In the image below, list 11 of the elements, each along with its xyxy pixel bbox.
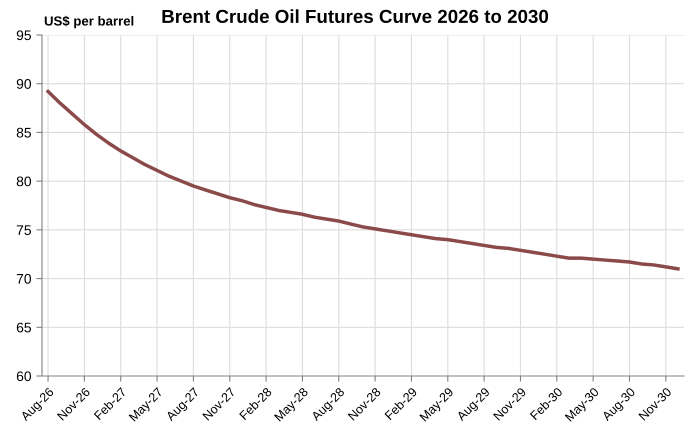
y-axis-title: US$ per barrel [44,16,134,28]
line-series [46,90,680,271]
chart-title: Brent Crude Oil Futures Curve 2026 to 2030 [162,9,548,24]
y-tick-label: 90 [16,79,32,89]
y-tick-label: 60 [16,371,32,382]
y-tick-label: 85 [16,128,32,138]
y-tick-label: 95 [16,30,32,40]
y-tick-label: 80 [16,176,32,186]
y-tick-label: 75 [16,225,32,236]
y-tick-label: 65 [16,322,32,332]
y-tick-label: 70 [16,274,32,284]
